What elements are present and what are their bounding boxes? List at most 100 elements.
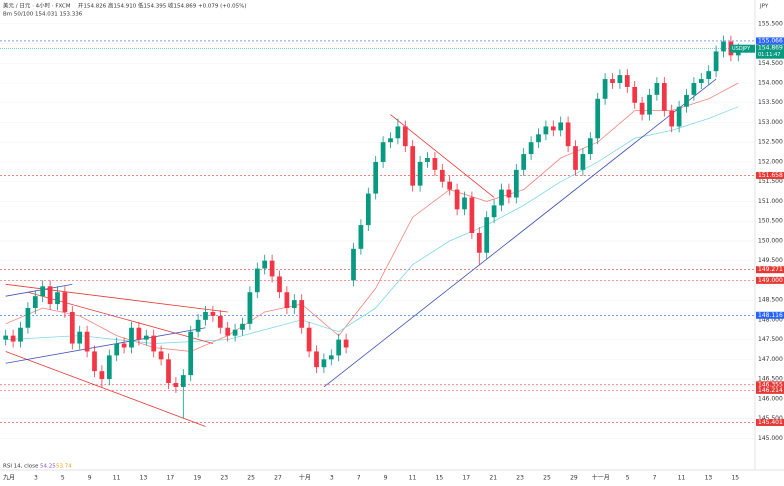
x-tick-label: 十月	[299, 474, 311, 482]
level-label-box	[756, 266, 784, 274]
level-label: 149.271	[758, 266, 783, 273]
y-tick-label: 153.000	[758, 119, 783, 126]
candle-body	[388, 138, 393, 143]
candle-body	[402, 126, 408, 147]
x-tick-label: 11	[113, 475, 121, 482]
y-tick-label: 150.000	[758, 237, 783, 244]
y-tick-label: 150.500	[758, 218, 783, 225]
level-label-box	[756, 418, 784, 426]
candle-body	[92, 351, 97, 372]
candle-body	[425, 158, 430, 162]
candle-body	[262, 260, 268, 269]
candle-body	[454, 189, 460, 210]
candle-body	[536, 134, 541, 143]
price-label: 154.869	[758, 45, 783, 52]
level-label: 145.401	[758, 419, 783, 426]
candle-body	[25, 308, 31, 328]
candle-body	[580, 154, 586, 170]
y-tick-label: 145.500	[758, 415, 783, 422]
y-tick-label: 146.500	[758, 376, 783, 383]
currency: JPY	[759, 4, 769, 10]
candle-body	[143, 335, 149, 340]
candle-body	[129, 327, 134, 348]
candle-body	[217, 315, 223, 328]
candle-body	[158, 351, 164, 360]
candle-body	[491, 205, 497, 218]
y-tick-label: 155.500	[758, 20, 783, 27]
x-tick-label: 17	[462, 475, 470, 482]
candle-body	[513, 169, 519, 198]
x-tick-label: 3	[330, 475, 334, 482]
x-tick-label: 13	[705, 475, 713, 482]
candle-body	[469, 197, 475, 234]
candle-body	[69, 311, 75, 344]
candle-body	[269, 260, 275, 277]
candle-body	[328, 355, 334, 360]
level-label: 155.066	[758, 37, 783, 44]
candle-body	[610, 79, 615, 84]
candle-body	[247, 292, 253, 324]
trend-line	[5, 283, 73, 297]
candle-body	[32, 296, 38, 309]
candle-body	[661, 83, 667, 111]
x-tick-label: 7	[653, 475, 657, 482]
candle-body	[528, 142, 534, 155]
candle-body	[210, 311, 216, 316]
trend-line	[390, 114, 495, 198]
candle-body	[713, 51, 719, 72]
x-tick-label: 15	[436, 475, 444, 482]
candle-body	[624, 75, 630, 87]
x-tick-label: 7	[357, 475, 361, 482]
rsi-value: 53.74	[56, 464, 72, 470]
candle-body	[499, 189, 504, 206]
candle-body	[632, 86, 638, 103]
candle-body	[351, 248, 356, 281]
x-tick-label: 9	[384, 475, 388, 482]
candle-body	[284, 292, 290, 309]
x-tick-label: 5	[61, 475, 65, 482]
candle-body	[669, 110, 675, 127]
candle-body	[291, 300, 297, 309]
y-tick-label: 151.000	[758, 198, 783, 205]
candle-body	[195, 319, 201, 332]
candle-body	[595, 98, 601, 139]
header-symbol: 美元 / 日元 · 4小时 · FXCM	[3, 2, 71, 10]
y-tick-label: 154.000	[758, 80, 783, 87]
level-label: 148.116	[758, 312, 783, 319]
candle-body	[476, 233, 482, 253]
candle-body	[203, 311, 208, 320]
countdown: 01:11:47	[758, 52, 780, 58]
candle-body	[654, 83, 660, 95]
level-label-box	[756, 276, 784, 284]
x-tick-label: 11	[678, 475, 686, 482]
x-tick-label: 5	[626, 475, 630, 482]
x-tick-label: 23	[220, 475, 228, 482]
level-label-box	[756, 171, 784, 179]
candle-body	[410, 146, 416, 186]
x-tick-label: 13	[140, 475, 148, 482]
x-tick-label: 29	[570, 475, 578, 482]
y-tick-label: 146.000	[758, 395, 783, 402]
candle-body	[587, 138, 593, 155]
candle-body	[336, 339, 342, 356]
x-tick-label: 25	[543, 475, 551, 482]
candle-body	[573, 146, 578, 170]
candle-body	[521, 154, 527, 170]
candle-body	[565, 122, 571, 147]
candle-body	[462, 197, 467, 210]
candle-body	[306, 327, 312, 352]
symbol-label: USDJPY	[732, 46, 751, 52]
symbol-box	[730, 44, 755, 53]
candle-body	[254, 268, 260, 293]
candle-body	[395, 126, 401, 139]
level-label: 149.000	[758, 277, 783, 284]
candle-body	[173, 383, 179, 387]
candle-body	[47, 286, 53, 305]
candle-body	[439, 169, 445, 182]
candle-body	[314, 351, 319, 368]
candle-body	[3, 335, 9, 340]
candle-body	[321, 359, 327, 368]
candle-body	[373, 161, 379, 194]
